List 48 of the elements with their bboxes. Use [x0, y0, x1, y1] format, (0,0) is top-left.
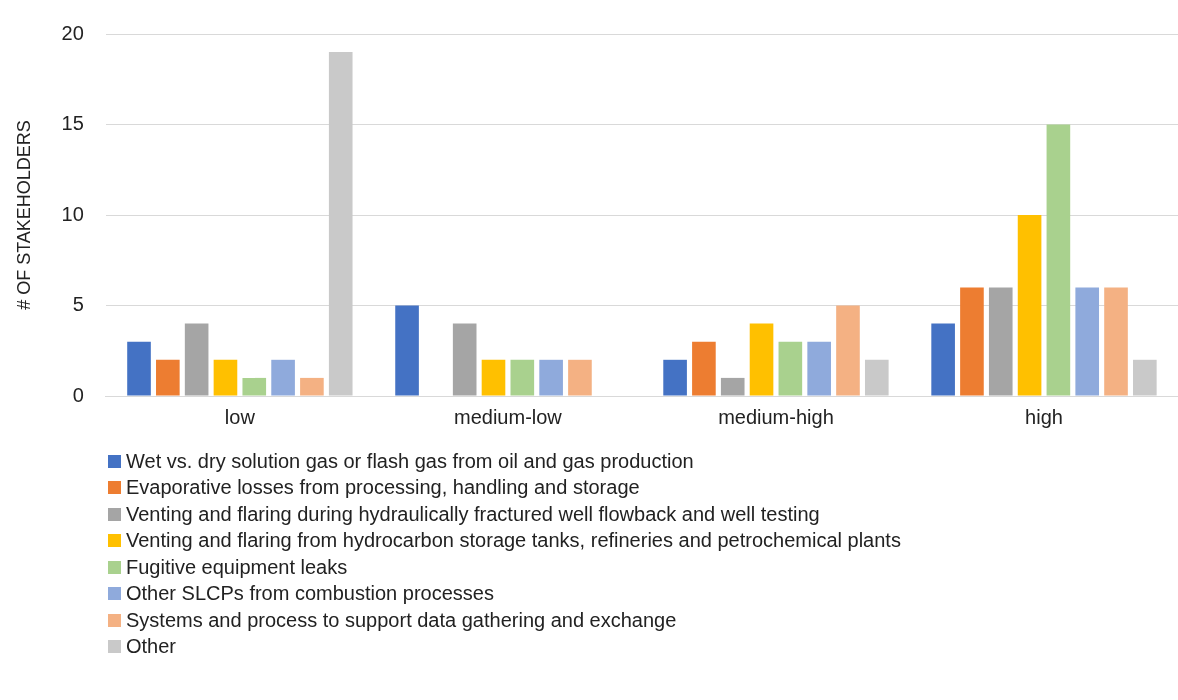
- legend-label: Wet vs. dry solution gas or flash gas from oil and gas production: [126, 449, 694, 473]
- bar: [1133, 359, 1157, 396]
- y-tick-label: 10: [61, 202, 84, 225]
- bar: [300, 377, 324, 396]
- bar: [1104, 287, 1128, 396]
- bar: [481, 359, 506, 396]
- bar: [749, 323, 774, 396]
- bar: [242, 377, 267, 396]
- bar: [156, 359, 180, 396]
- bar: [328, 52, 353, 396]
- legend-label: Venting and flaring from hydrocarbon storage tanks, refineries and petrochemical plants: [126, 529, 901, 553]
- bar: [184, 323, 209, 396]
- bar: [720, 377, 745, 396]
- bar: [1075, 287, 1100, 396]
- bar: [539, 359, 563, 396]
- y-tick-label: 5: [72, 293, 84, 316]
- legend-label: Venting and flaring during hydraulically fractured well flowback and well testing: [126, 502, 820, 526]
- x-tick-label: medium-high: [718, 405, 834, 428]
- bar: [692, 341, 716, 396]
- x-tick-label: high: [1025, 405, 1063, 428]
- legend-label: Other SLCPs from combustion processes: [126, 582, 494, 606]
- bar: [452, 323, 477, 396]
- bar: [931, 323, 955, 396]
- bar: [864, 359, 889, 396]
- bar: [960, 287, 984, 396]
- legend-label: Evaporative losses from processing, handling and storage: [126, 476, 640, 500]
- bar: [1017, 215, 1042, 396]
- y-tick-label: 15: [61, 112, 84, 135]
- legend-label: Other: [126, 635, 177, 659]
- bar: [807, 341, 831, 396]
- bar: [271, 359, 295, 396]
- bar: [663, 359, 687, 396]
- bar: [213, 359, 238, 396]
- bar: [127, 341, 151, 396]
- y-tick-label: 20: [61, 21, 84, 44]
- bar: [1046, 124, 1071, 396]
- bar: [778, 341, 803, 396]
- bar: [395, 305, 419, 396]
- bar: [510, 359, 535, 396]
- y-axis-title: # OF STAKEHOLDERS: [13, 120, 34, 310]
- y-tick-label: 0: [72, 383, 84, 406]
- x-tick-label: low: [224, 405, 256, 428]
- x-tick-label: medium-low: [454, 405, 563, 428]
- bar: [988, 287, 1013, 396]
- legend-label: Fugitive equipment leaks: [126, 555, 348, 579]
- bar: [836, 305, 860, 396]
- legend-label: Systems and process to support data gathering and exchange: [126, 608, 677, 632]
- bar: [568, 359, 592, 396]
